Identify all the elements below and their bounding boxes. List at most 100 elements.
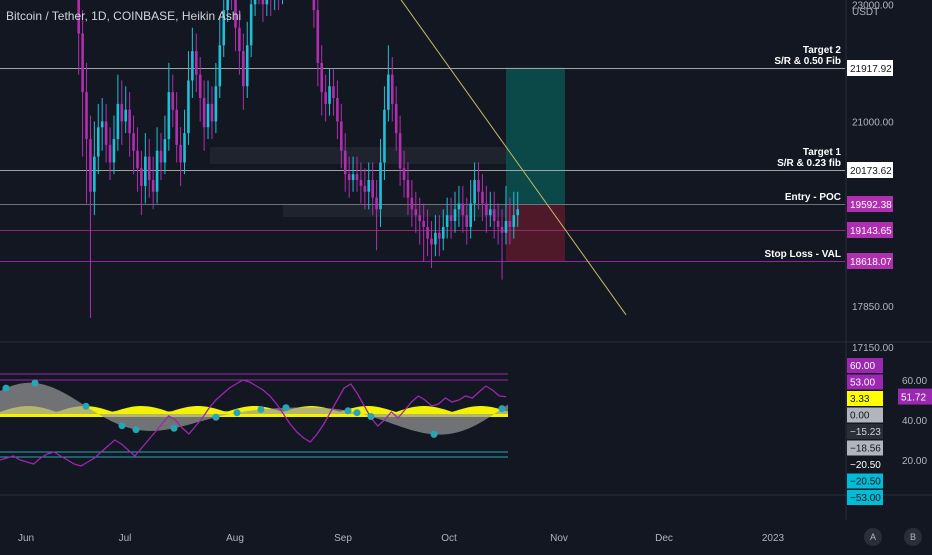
signal-dot [430,430,438,438]
osc-level-label: −20.50 [850,477,881,488]
candle-body [222,10,226,46]
profile-band [210,147,508,164]
level-name: Target 1 [803,147,842,158]
signal-dot [31,379,39,387]
candle-body [492,209,496,222]
candle-body [387,74,390,110]
candle-body [159,150,163,163]
candle-body [132,133,135,151]
time-tick-label: Oct [441,533,457,544]
wave-fill [0,382,508,435]
candle-body [214,86,218,122]
candle-body [398,133,402,169]
osc-level-label: −20.50 [850,460,881,471]
osc-level-label: 60.00 [850,361,875,372]
level-price-label: 18618.07 [850,257,892,268]
price-tick-label: 23000.00 [852,0,894,11]
candle-body [481,191,484,204]
candle-body [179,144,182,163]
candle-body [367,180,371,192]
candle-body [469,203,472,227]
candle-body [336,98,339,122]
candle-body [261,0,265,5]
candle-body [473,180,476,204]
level-name: Entry - POC [785,192,841,203]
grid [0,0,932,520]
candle-body [355,174,359,181]
candle-body [242,51,245,87]
time-tick-label: 2023 [762,533,785,544]
candle-body [426,226,429,239]
take-profit-zone [506,67,565,204]
candle-body [116,103,120,140]
candle-body [328,86,331,104]
candle-body [198,74,202,99]
signal-dot [233,409,241,417]
candle-body [96,127,100,157]
candle-body [422,221,425,227]
level-labels: 23972.14Target 3VAH & S/R21917.92Target … [765,45,893,269]
candle-body [144,156,147,186]
level-price-badge [847,162,893,178]
candle-body [445,215,449,227]
candle-body [332,86,335,99]
profile-band [283,204,508,217]
candle-body [100,121,104,128]
candle-body [85,92,88,140]
candle-body [112,139,116,163]
signal-dot [344,407,352,415]
log-scale-button[interactable]: B [904,528,922,546]
trendline-segment [400,0,627,316]
candle-body [147,156,151,181]
position-zones [210,67,565,261]
candle-body [516,209,520,216]
price-tick-label: 17150.00 [852,343,894,354]
candle-body [104,121,108,145]
candle-body [120,103,124,122]
osc-level-badge [847,358,883,373]
candle-body [202,98,206,128]
signal-dot [2,384,10,392]
candle-body [359,180,363,186]
osc-level-badge [847,490,883,505]
candle-body [343,150,347,175]
candle-body [155,150,159,192]
osc-level-badge [847,374,883,390]
candle-body [402,168,406,181]
candle-body [508,221,512,227]
signal-dot [82,402,90,410]
candle-body [324,92,327,104]
signal-dot [212,413,220,421]
candle-body [379,162,382,210]
candle-body [351,174,355,181]
level-price-label: 19143.65 [850,226,892,237]
oscillator-pane: 60.00 40.00 20.00 51.72 60.00 53.00 3.33 0.00 −1… [0,358,932,505]
candle-body [394,103,398,134]
candle-body [410,197,414,210]
candle-body [238,27,241,52]
price-unit: USDT [852,7,879,18]
candle-body [434,232,437,245]
candle-body [500,226,504,233]
candle-body [465,215,469,227]
auto-scale-button[interactable]: A [864,528,882,546]
level-price-label: 19592.38 [850,200,892,211]
level-price-label: 20173.62 [850,166,892,177]
candle-body [340,121,343,151]
level-name: Stop Loss - VAL [765,249,841,260]
candle-body [124,109,128,122]
candle-body [265,0,269,5]
osc-level-badge [847,440,883,456]
candle-body [438,232,441,239]
signal-dot [132,426,140,434]
level-price-badge [847,196,893,212]
price-tick-label: 21000.00 [852,117,894,128]
candle-body [477,180,480,192]
candle-body [347,174,351,181]
candle-body [89,139,92,192]
candle-body [171,92,175,110]
signal-dot [170,424,178,432]
osc-level-badge [847,473,883,489]
osc-level-badge [847,457,883,472]
